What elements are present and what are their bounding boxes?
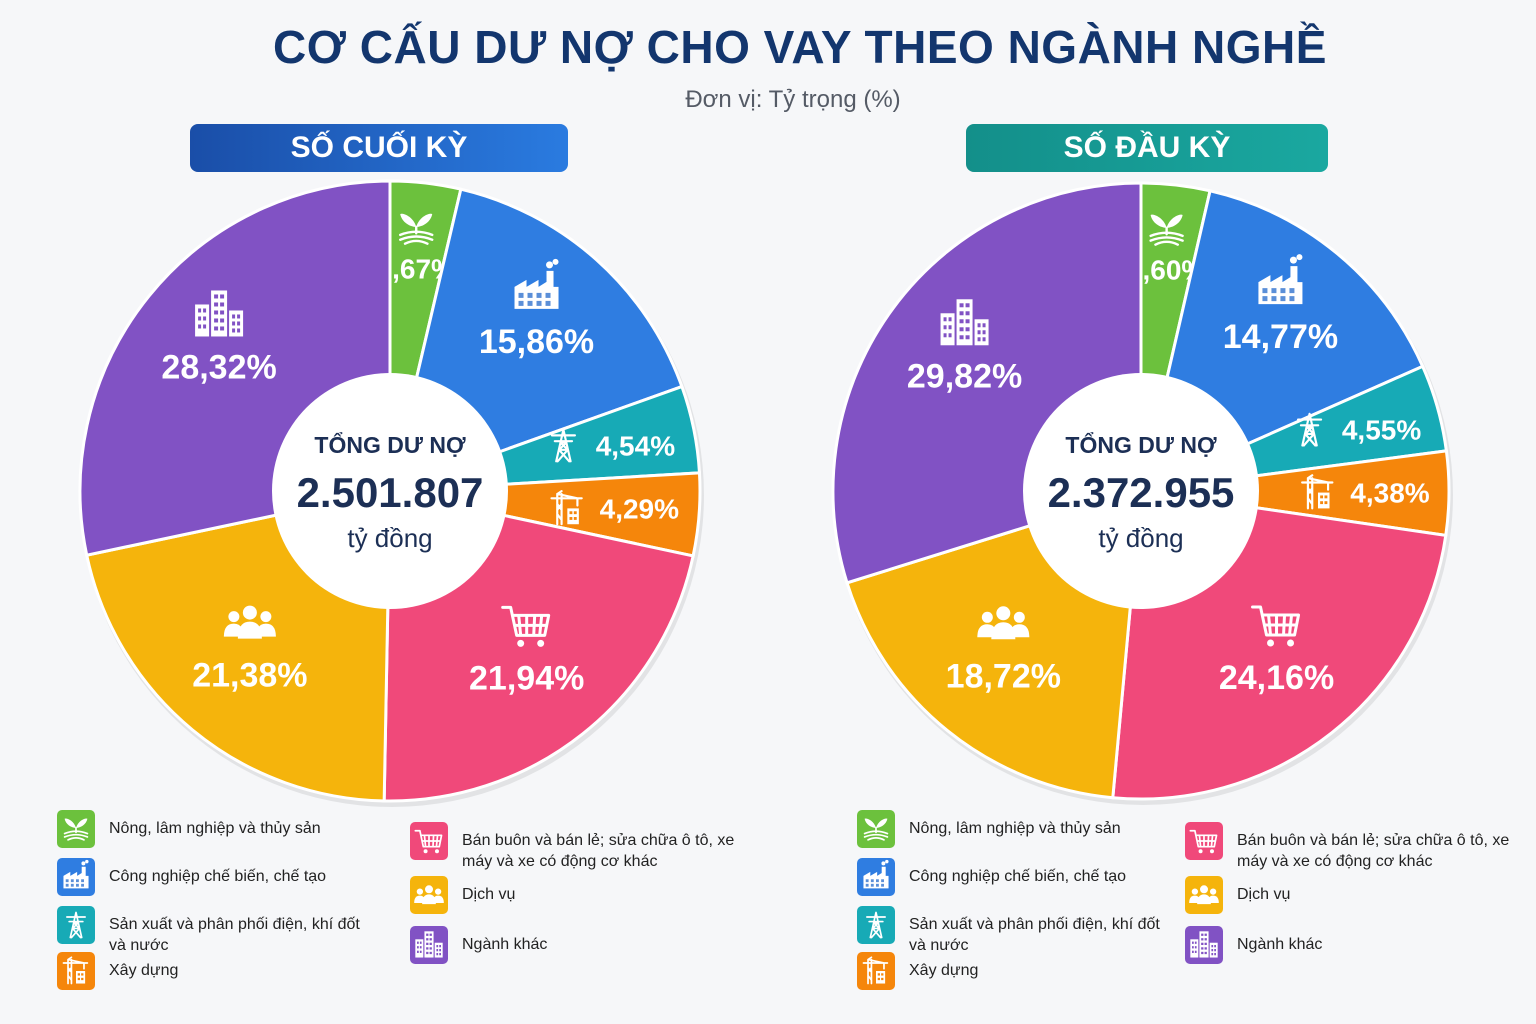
end-legend-item-power: Sản xuất và phân phối điện, khí đốt và n… [57, 906, 377, 956]
factory-icon [57, 858, 95, 896]
start-label-other: 29,82% [907, 357, 1022, 395]
plant-icon [399, 213, 434, 245]
start-legend-label-build: Xây dựng [909, 962, 979, 979]
start-legend-label-manu: Công nghiệp chế biến, chế tạo [909, 868, 1127, 885]
start-legend-item-manu: Công nghiệp chế biến, chế tạo [857, 858, 1177, 896]
crane-icon [1301, 474, 1334, 510]
plant-icon [857, 810, 895, 848]
end-label-trade: 21,94% [469, 659, 584, 697]
end-legend-item-other: Ngành khác [410, 926, 740, 964]
start-legend-item-power: Sản xuất và phân phối điện, khí đốt và n… [857, 906, 1177, 956]
cart-icon [1185, 822, 1223, 860]
power-tower-icon [857, 906, 895, 944]
start-center-value: 2.372.955 [1048, 469, 1235, 516]
end-center-unit: tỷ đồng [347, 523, 432, 553]
end-label-other: 28,32% [161, 348, 276, 386]
start-legend-label-trade: Bán buôn và bán lẻ; sửa chữa ô tô, xe má… [1237, 832, 1510, 870]
start-legend-label-other: Ngành khác [1237, 936, 1323, 953]
start-legend-label-power: Sản xuất và phân phối điện, khí đốt và n… [909, 916, 1160, 954]
buildings-icon [1185, 926, 1223, 964]
factory-icon [1258, 254, 1303, 305]
page-title: CƠ CẤU DƯ NỢ CHO VAY THEO NGÀNH NGHỀ [273, 21, 1327, 73]
crane-icon [857, 952, 895, 990]
people-icon [223, 605, 276, 639]
cart-icon [1251, 605, 1301, 647]
people-icon [977, 606, 1030, 640]
start-center-title: TỔNG DƯ NỢ [1065, 431, 1217, 458]
end-legend-item-build: Xây dựng [57, 952, 377, 990]
buildings-icon [195, 290, 244, 337]
people-icon [1185, 876, 1223, 914]
panel-title-end: SỐ CUỐI KỲ [190, 124, 568, 172]
start-legend-label-agri: Nông, lâm nghiệp và thủy sản [909, 820, 1121, 837]
factory-icon [514, 258, 559, 309]
start-label-trade: 24,16% [1219, 659, 1334, 697]
cart-icon [501, 605, 551, 647]
plant-icon [57, 810, 95, 848]
end-center-title: TỔNG DƯ NỢ [314, 431, 466, 458]
start-legend-label-service: Dịch vụ [1237, 886, 1291, 903]
start-legend-item-agri: Nông, lâm nghiệp và thủy sản [857, 810, 1177, 848]
end-center-value: 2.501.807 [297, 469, 484, 516]
power-tower-icon [1296, 412, 1323, 447]
cart-icon [410, 822, 448, 860]
end-legend-label-manu: Công nghiệp chế biến, chế tạo [109, 868, 327, 885]
buildings-icon [410, 926, 448, 964]
end-legend-label-service: Dịch vụ [462, 886, 516, 903]
buildings-icon [940, 299, 989, 346]
power-tower-icon [57, 906, 95, 944]
end-legend-label-power: Sản xuất và phân phối điện, khí đốt và n… [109, 916, 360, 954]
start-label-manu: 14,77% [1223, 318, 1338, 356]
start-center-unit: tỷ đồng [1098, 523, 1183, 553]
end-legend-label-other: Ngành khác [462, 936, 548, 953]
plant-icon [1149, 214, 1184, 246]
end-label-power: 4,54% [596, 430, 675, 461]
factory-icon [857, 858, 895, 896]
end-label-build: 4,29% [600, 493, 679, 524]
end-legend-item-service: Dịch vụ [410, 876, 740, 914]
start-legend-item-other: Ngành khác [1185, 926, 1515, 964]
start-center-circle [1023, 373, 1259, 609]
start-label-service: 18,72% [946, 657, 1061, 695]
end-legend-item-trade: Bán buôn và bán lẻ; sửa chữa ô tô, xe má… [410, 822, 740, 872]
crane-icon [550, 490, 583, 526]
end-legend-label-build: Xây dựng [109, 962, 179, 979]
end-legend-label-trade: Bán buôn và bán lẻ; sửa chữa ô tô, xe má… [462, 832, 735, 870]
end-center-circle [272, 373, 508, 609]
start-label-power: 4,55% [1342, 415, 1421, 446]
end-label-service: 21,38% [192, 657, 307, 695]
end-label-manu: 15,86% [479, 323, 594, 361]
panel-title-start: SỐ ĐẦU KỲ [966, 124, 1328, 172]
start-legend-item-trade: Bán buôn và bán lẻ; sửa chữa ô tô, xe má… [1185, 822, 1515, 872]
end-legend-item-manu: Công nghiệp chế biến, chế tạo [57, 858, 377, 896]
start-label-build: 4,38% [1350, 478, 1429, 509]
crane-icon [57, 952, 95, 990]
power-tower-icon [550, 428, 577, 463]
start-legend-item-build: Xây dựng [857, 952, 1177, 990]
start-legend-item-service: Dịch vụ [1185, 876, 1515, 914]
unit-subtitle: Đơn vị: Tỷ trọng (%) [685, 86, 901, 113]
people-icon [410, 876, 448, 914]
end-legend-item-agri: Nông, lâm nghiệp và thủy sản [57, 810, 377, 848]
end-legend-label-agri: Nông, lâm nghiệp và thủy sản [109, 820, 321, 837]
